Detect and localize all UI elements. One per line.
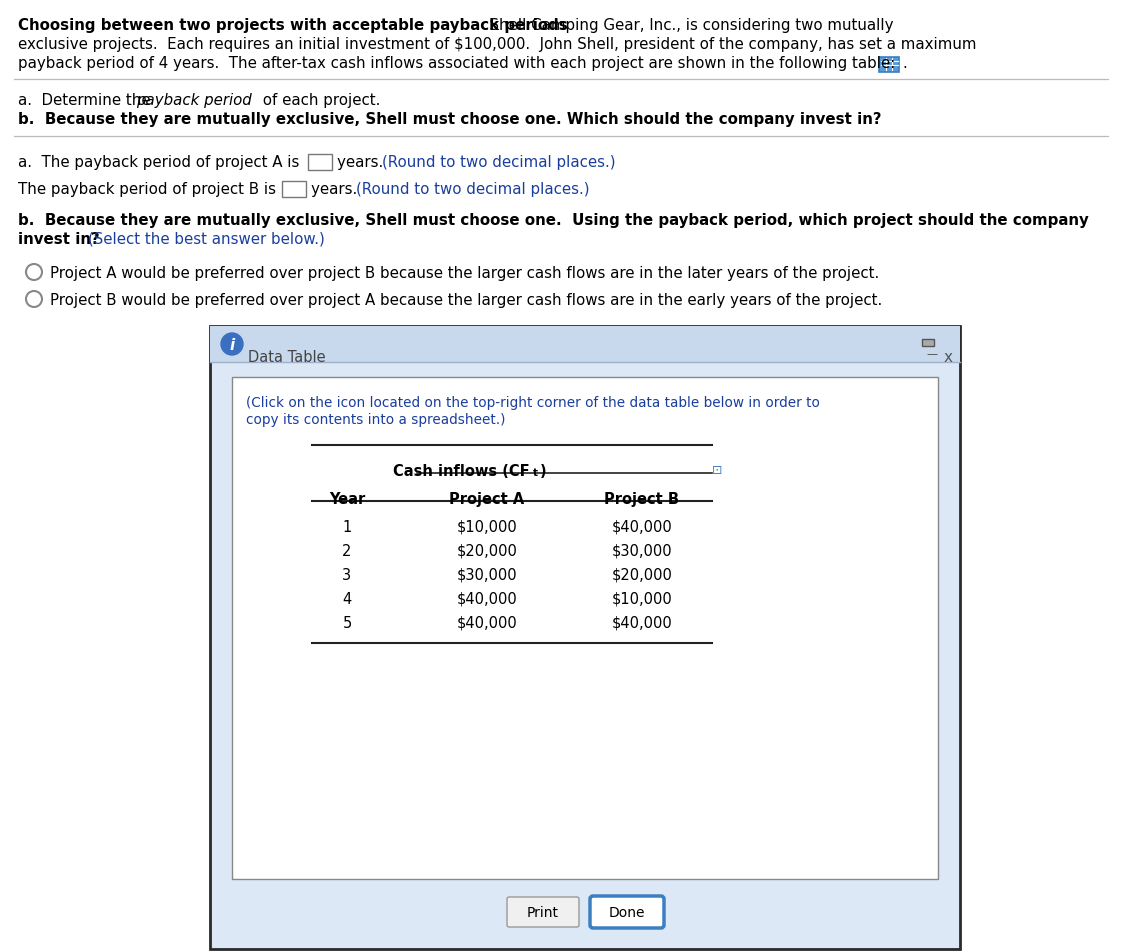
FancyBboxPatch shape — [590, 896, 664, 928]
Text: ⊡: ⊡ — [712, 464, 723, 477]
Text: .: . — [902, 56, 907, 71]
Text: 4: 4 — [342, 591, 351, 606]
Text: Project B: Project B — [605, 491, 680, 506]
Text: exclusive projects.  Each requires an initial investment of $100,000.  John Shel: exclusive projects. Each requires an ini… — [18, 37, 976, 52]
Text: years.: years. — [337, 155, 393, 169]
Text: payback period: payback period — [136, 93, 251, 108]
Text: b.  Because they are mutually exclusive, Shell must choose one. Which should the: b. Because they are mutually exclusive, … — [18, 112, 882, 127]
Text: (Click on the icon located on the top-right corner of the data table below in or: (Click on the icon located on the top-ri… — [246, 396, 820, 409]
Bar — [232, 378, 938, 879]
Bar — [309, 155, 332, 170]
Text: invest in?: invest in? — [18, 231, 110, 247]
Text: Project A would be preferred over project B because the larger cash flows are in: Project A would be preferred over projec… — [50, 266, 880, 281]
Text: Year: Year — [329, 491, 365, 506]
Text: t: t — [533, 467, 537, 478]
Text: a.  The payback period of project A is: a. The payback period of project A is — [18, 155, 300, 169]
Bar — [210, 327, 960, 363]
Text: a.  Determine the: a. Determine the — [18, 93, 155, 108]
Text: 5: 5 — [342, 615, 351, 630]
Text: copy its contents into a spreadsheet.): copy its contents into a spreadsheet.) — [246, 412, 506, 426]
Text: $40,000: $40,000 — [457, 615, 517, 630]
Text: Done: Done — [609, 905, 645, 919]
Text: 2: 2 — [342, 544, 351, 559]
Bar — [282, 182, 306, 198]
Text: of each project.: of each project. — [258, 93, 380, 108]
Text: x: x — [944, 349, 953, 365]
Text: b.  Because they are mutually exclusive, Shell must choose one.  Using the payba: b. Because they are mutually exclusive, … — [18, 213, 1088, 228]
Circle shape — [221, 333, 243, 356]
Text: $30,000: $30,000 — [457, 567, 517, 583]
Text: —: — — [927, 348, 938, 359]
Text: Cash inflows (CF: Cash inflows (CF — [393, 464, 530, 479]
Text: $10,000: $10,000 — [457, 520, 517, 534]
Text: (Round to two decimal places.): (Round to two decimal places.) — [356, 182, 590, 197]
Text: 1: 1 — [342, 520, 351, 534]
Text: i: i — [229, 338, 234, 353]
Text: Print: Print — [527, 905, 559, 919]
FancyBboxPatch shape — [880, 57, 900, 72]
Text: ): ) — [540, 464, 546, 479]
FancyBboxPatch shape — [507, 897, 579, 927]
Text: Project A: Project A — [450, 491, 525, 506]
Text: Project B would be preferred over project A because the larger cash flows are in: Project B would be preferred over projec… — [50, 292, 882, 307]
Text: $40,000: $40,000 — [611, 520, 672, 534]
Bar — [210, 327, 960, 949]
Text: $20,000: $20,000 — [457, 544, 517, 559]
Text: $40,000: $40,000 — [611, 615, 672, 630]
Text: Shell Camping Gear, Inc., is considering two mutually: Shell Camping Gear, Inc., is considering… — [480, 18, 893, 33]
Text: Data Table: Data Table — [248, 349, 325, 365]
Bar — [922, 340, 934, 347]
Text: $10,000: $10,000 — [611, 591, 672, 606]
Text: years.: years. — [311, 182, 367, 197]
Text: The payback period of project B is: The payback period of project B is — [18, 182, 276, 197]
Text: $30,000: $30,000 — [611, 544, 672, 559]
Text: payback period of 4 years.  The after-tax cash inflows associated with each proj: payback period of 4 years. The after-tax… — [18, 56, 895, 71]
Text: (Select the best answer below.): (Select the best answer below.) — [88, 231, 325, 247]
Text: $20,000: $20,000 — [611, 567, 672, 583]
Text: (Round to two decimal places.): (Round to two decimal places.) — [381, 155, 616, 169]
Text: $40,000: $40,000 — [457, 591, 517, 606]
Text: 3: 3 — [342, 567, 351, 583]
Text: Choosing between two projects with acceptable payback periods: Choosing between two projects with accep… — [18, 18, 568, 33]
